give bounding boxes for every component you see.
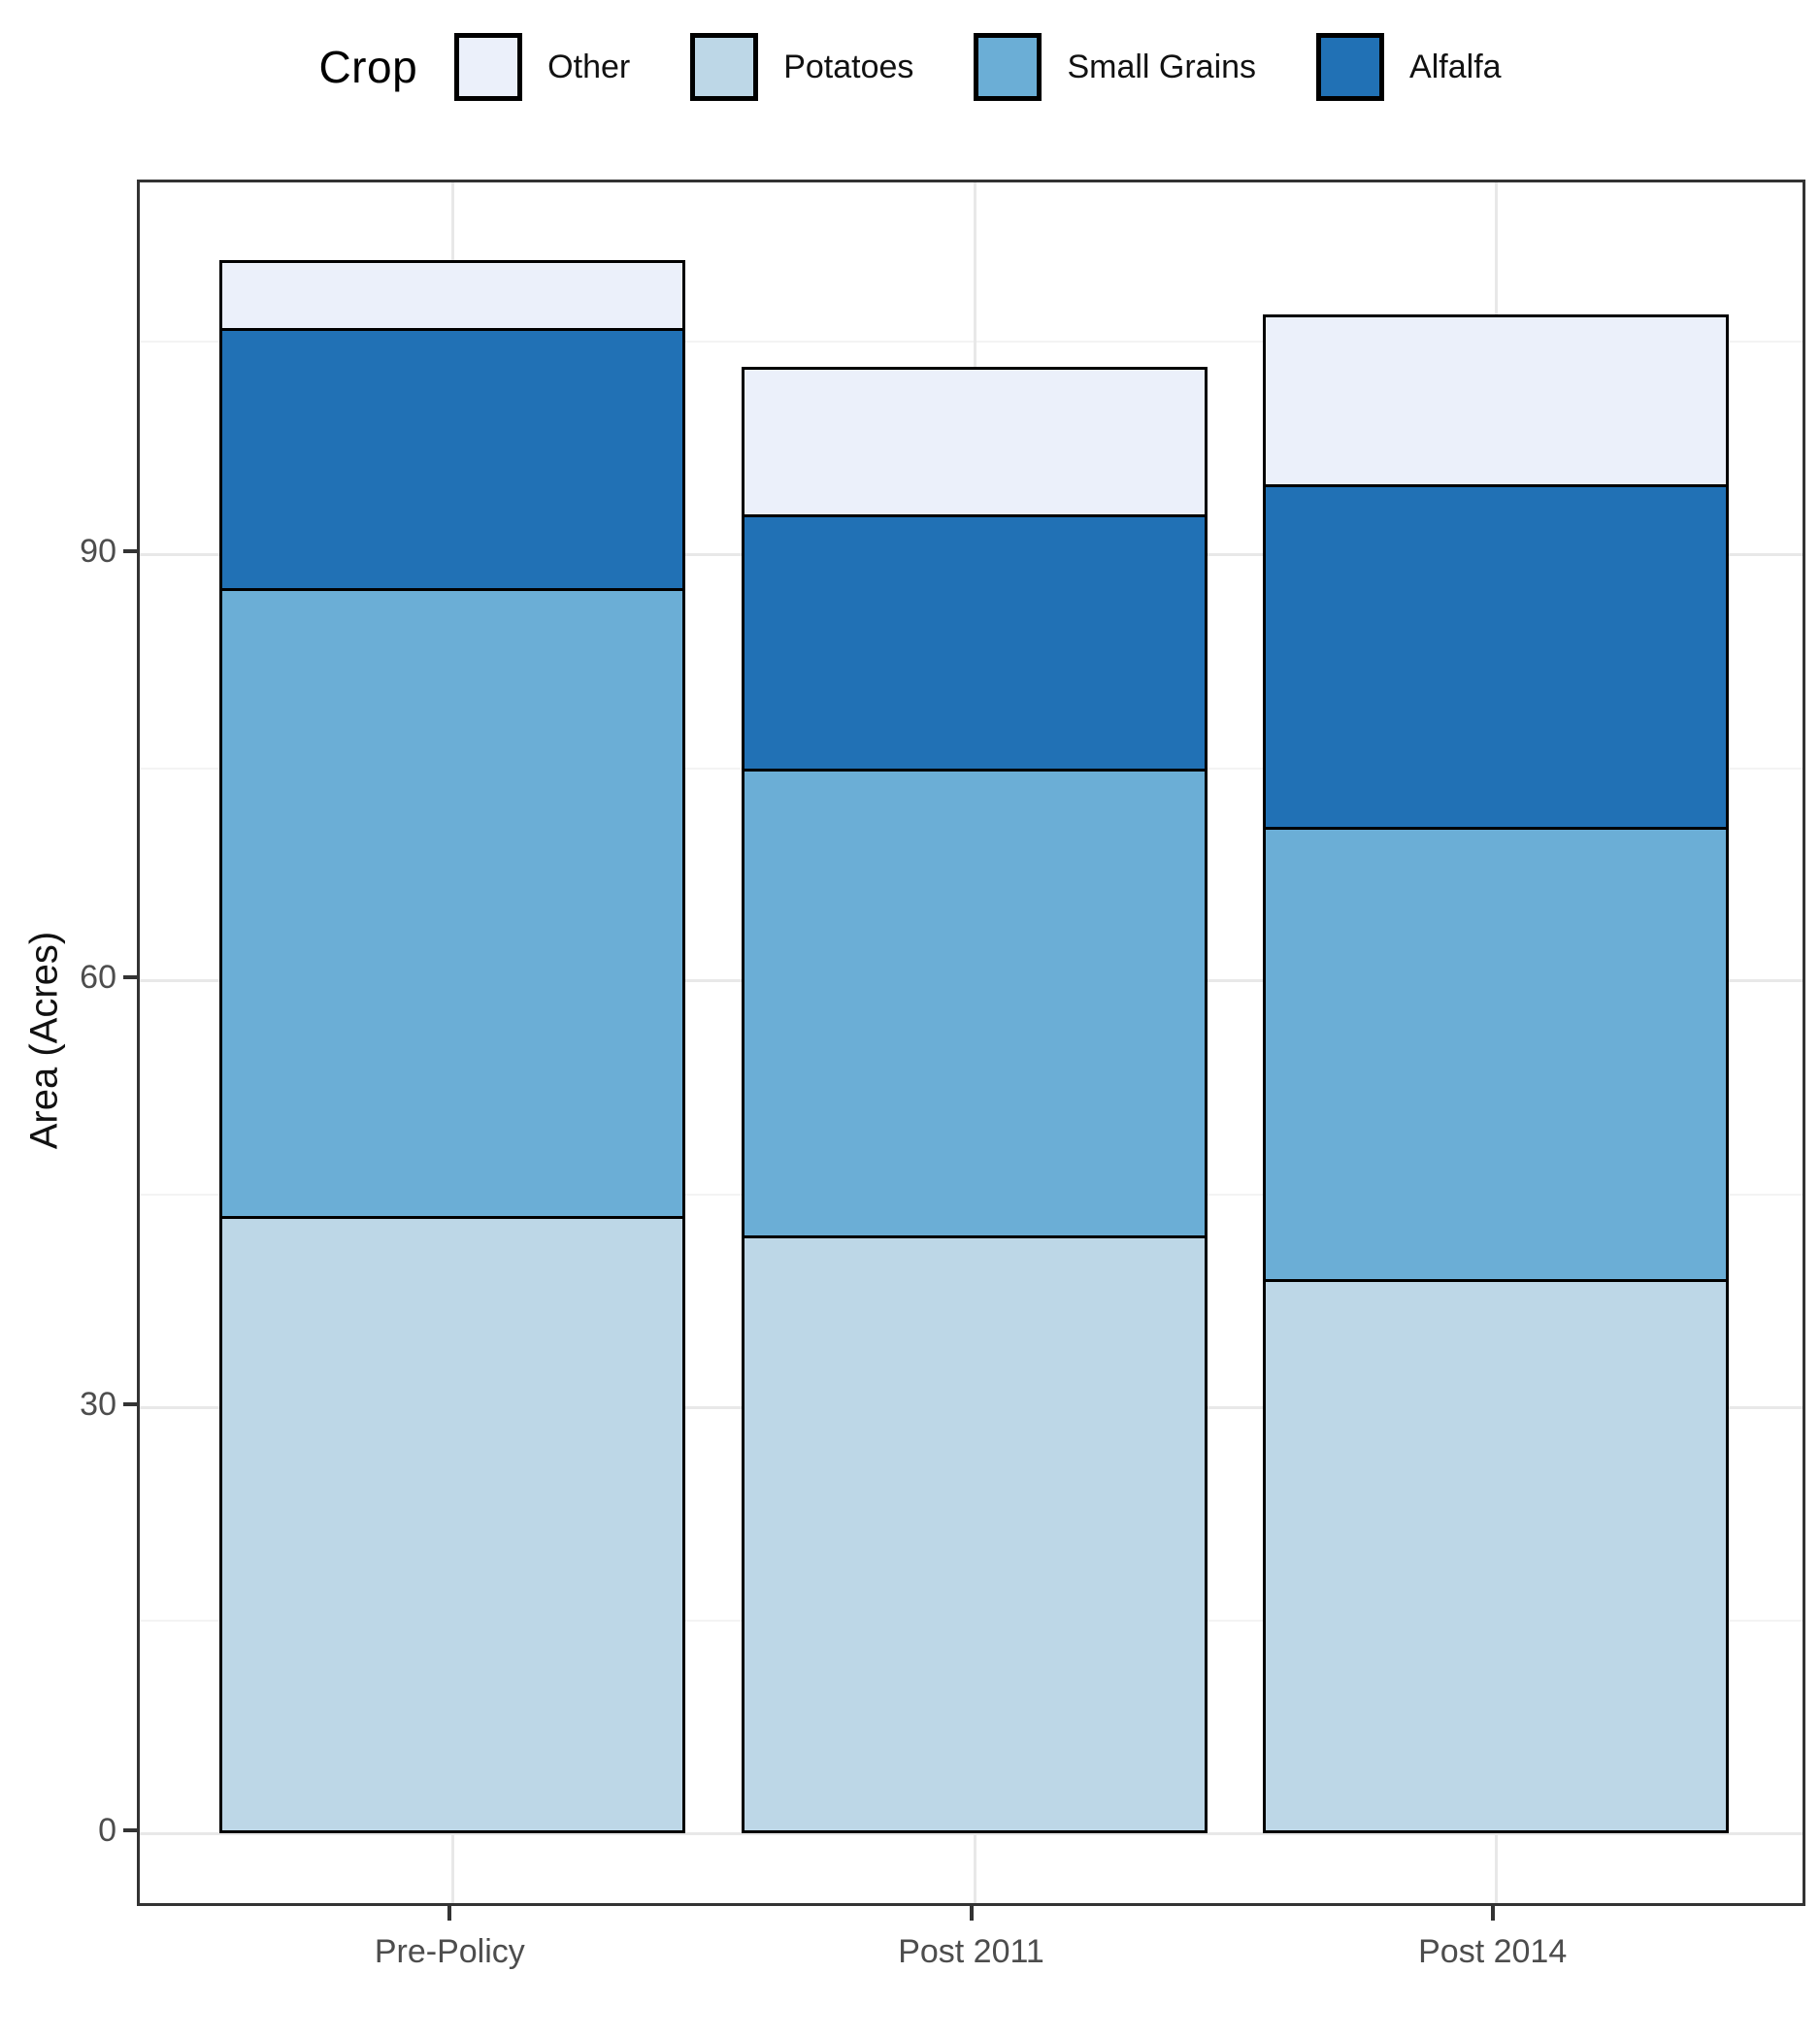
x-axis-tick-label: Post 2011: [898, 1933, 1044, 1970]
bar-segment-other: [1262, 313, 1729, 485]
bar-segment-other: [741, 366, 1208, 515]
y-axis-tick-label: 90: [80, 533, 116, 571]
legend-item-alfalfa: Alfalfa: [1316, 33, 1502, 101]
legend-item-other: Other: [454, 33, 630, 101]
legend-key-swatch: [1316, 33, 1385, 101]
y-axis-tick-label: 0: [98, 1812, 116, 1849]
x-axis-tick-label: Pre-Policy: [374, 1933, 525, 1970]
bar-segment-potatoes: [741, 1234, 1208, 1833]
gridline-major: [140, 1832, 1803, 1835]
x-axis-tick: [447, 1906, 452, 1921]
legend-label: Other: [547, 48, 631, 85]
y-axis-tick-label: 60: [80, 959, 116, 997]
y-axis-tick-label: 30: [80, 1385, 116, 1423]
y-axis-tick: [123, 975, 137, 980]
bar-segment-alfalfa: [219, 328, 686, 589]
legend-title: Crop: [318, 42, 418, 92]
legend-item-potatoes: Potatoes: [690, 33, 913, 101]
legend-key-swatch: [454, 33, 523, 101]
y-axis-tick: [123, 1828, 137, 1832]
legend: Crop Other Potatoes Small Grains Alfalfa: [0, 33, 1820, 101]
bar-segment-small-grains: [1262, 827, 1729, 1279]
y-axis-tick: [123, 1401, 137, 1406]
bar-segment-alfalfa: [741, 514, 1208, 770]
legend-item-small-grains: Small Grains: [974, 33, 1256, 101]
legend-key-swatch: [690, 33, 759, 101]
bar-segment-alfalfa: [1262, 484, 1729, 828]
y-axis-tick: [123, 549, 137, 554]
plot-panel: [137, 180, 1805, 1906]
bar-segment-small-grains: [741, 769, 1208, 1235]
x-axis-tick: [969, 1906, 974, 1921]
bar-segment-potatoes: [1262, 1278, 1729, 1833]
bar-segment-potatoes: [219, 1216, 686, 1833]
gridline-minor: [140, 341, 1803, 344]
bar-segment-small-grains: [219, 588, 686, 1217]
bar-segment-other: [219, 260, 686, 329]
legend-label: Potatoes: [783, 48, 914, 85]
legend-label: Small Grains: [1067, 48, 1257, 85]
legend-label: Alfalfa: [1409, 48, 1502, 85]
legend-key-swatch: [974, 33, 1042, 101]
x-axis-tick: [1490, 1906, 1495, 1921]
x-axis-tick-label: Post 2014: [1418, 1933, 1568, 1970]
